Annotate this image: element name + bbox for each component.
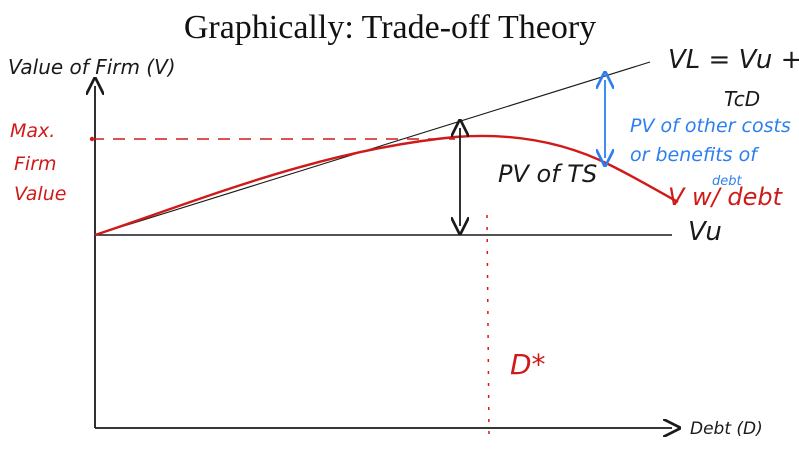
levered-line-label-tcd: TcD — [724, 87, 760, 111]
v-with-debt-label: V w/ debt — [668, 183, 784, 211]
pv-costs-label-line2: or benefits of — [630, 144, 760, 166]
pv-costs-label-line3: debt — [712, 174, 743, 189]
levered-line-label: VL = Vu + — [668, 45, 799, 75]
max-value-label-line3: Value — [14, 183, 66, 205]
pv-costs-label-line1: PV of other costs — [630, 115, 791, 137]
max-value-label-line2: Firm — [14, 153, 57, 175]
page-title: Graphically: Trade-off Theory — [184, 9, 596, 46]
max-value-label-line1: Max. — [10, 120, 55, 142]
v-with-debt-curve — [94, 134, 679, 237]
y-axis-label: Value of Firm (V) — [8, 55, 176, 79]
optimal-debt-label: D* — [510, 348, 546, 381]
max-value-dot — [89, 136, 95, 142]
x-axis-label: Debt (D) — [690, 419, 763, 439]
pv-ts-label: PV of TS — [498, 160, 597, 188]
unlevered-label: Vu — [688, 217, 722, 247]
optimal-debt-dotted-line — [486, 214, 490, 437]
